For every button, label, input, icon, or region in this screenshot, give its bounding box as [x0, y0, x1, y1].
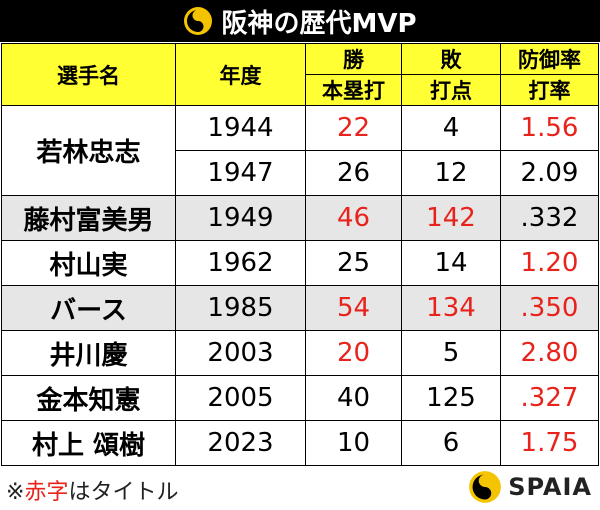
player-name: バース	[1, 285, 176, 331]
table-row: 若林忠志 1944 22 4 1.56	[1, 105, 599, 196]
year: 2003	[175, 330, 306, 376]
stat: 5	[401, 330, 501, 376]
player-name: 金本知憲	[1, 375, 176, 421]
table-row: 井川慶 2003 20 5 2.80	[1, 330, 599, 376]
table-row: 村上 頌樹 2023 10 6 1.75	[1, 420, 599, 466]
logo-icon	[184, 7, 213, 35]
player-name: 村上 頌樹	[1, 420, 176, 466]
title-bar: 阪神の歴代MVP	[0, 0, 600, 42]
year: 1947	[175, 150, 306, 196]
stat: 1.20	[500, 240, 599, 286]
brand-name: SPAIA	[508, 473, 592, 501]
header-row: 選手名 年度勝敗防御率	[1, 43, 599, 106]
brand-logo: SPAIA	[468, 470, 592, 504]
stat: .327	[500, 375, 599, 421]
column-header: 打点	[401, 74, 501, 106]
stat: 2.80	[500, 330, 599, 376]
column-header: 本塁打	[305, 74, 402, 106]
footnote-part: 赤字	[24, 480, 69, 505]
stat: 142	[401, 195, 501, 241]
stat: 1.75	[500, 420, 599, 466]
stat: 26	[305, 150, 402, 196]
stat: 25	[305, 240, 402, 286]
stat: 10	[305, 420, 402, 466]
stat: 12	[401, 150, 501, 196]
title: 阪神の歴代MVP	[221, 8, 417, 39]
stat: 14	[401, 240, 501, 286]
stat: 20	[305, 330, 402, 376]
year: 1985	[175, 285, 306, 331]
player-name: 井川慶	[1, 330, 176, 376]
table-row: 1947 26 12 2.09	[2, 150, 599, 196]
column-header: 年度	[175, 43, 306, 106]
table-row: 藤村富美男 1949 46 142.332	[1, 195, 599, 241]
mvp-table: 選手名 年度勝敗防御率 本塁打 打点 打率 若林忠志 1944 22 4 1.56 1947 26 1…	[1, 43, 599, 466]
year: 1962	[175, 240, 306, 286]
stat: 54	[305, 285, 402, 331]
column-header: 敗	[401, 43, 501, 75]
stat: .332	[500, 195, 599, 241]
stat: 1.56	[500, 105, 599, 151]
year: 1944	[175, 105, 306, 151]
footer: ※赤字はタイトル SPAIA	[0, 466, 600, 510]
column-header: 勝	[305, 43, 402, 75]
column-header: 選手名	[1, 43, 176, 106]
stat: 134	[401, 285, 501, 331]
player-name: 藤村富美男	[1, 195, 176, 241]
stat: 40	[305, 375, 402, 421]
footnote: ※赤字はタイトル	[6, 474, 178, 506]
footnote-part: はタイトル	[68, 480, 179, 505]
table-row: バース 1985 54 134.350	[1, 285, 599, 331]
table-row: 金本知憲 2005 40 125.327	[1, 375, 599, 421]
stat: 22	[305, 105, 402, 151]
stat: 4	[401, 105, 501, 151]
stat: 6	[401, 420, 501, 466]
year: 1949	[175, 195, 306, 241]
year: 2023	[175, 420, 306, 466]
header-row: 本塁打 打点 打率	[2, 74, 599, 106]
table-row: 村山実 1962 25 14 1.20	[1, 240, 599, 286]
footnote-part: ※	[6, 480, 25, 505]
logo-icon	[469, 471, 502, 503]
stat: 125	[401, 375, 501, 421]
player-name: 村山実	[1, 240, 176, 286]
year: 2005	[175, 375, 306, 421]
stat: 46	[305, 195, 402, 241]
stat: .350	[500, 285, 599, 331]
player-name: 若林忠志	[1, 105, 176, 196]
column-header: 打率	[500, 74, 599, 106]
column-header: 防御率	[500, 43, 599, 75]
stat: 2.09	[500, 150, 599, 196]
